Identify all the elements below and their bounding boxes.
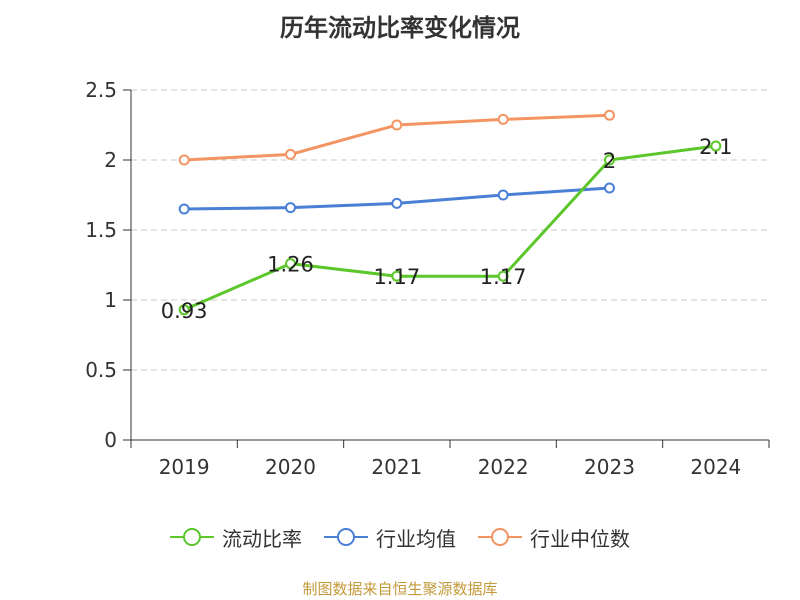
y-tick-label: 2.5 bbox=[85, 78, 117, 102]
data-point bbox=[497, 270, 509, 282]
chart-title: 历年流动比率变化情况 bbox=[280, 14, 520, 42]
data-point bbox=[497, 113, 509, 125]
legend-label-industry-mean: 行业均值 bbox=[376, 526, 456, 551]
data-point bbox=[604, 154, 615, 166]
x-tick-label: 2022 bbox=[478, 455, 529, 479]
legend-label-current-ratio: 流动比率 bbox=[222, 526, 302, 551]
legend-label-industry-median: 行业中位数 bbox=[530, 526, 630, 551]
data-point bbox=[285, 148, 296, 160]
x-tick-label: 2021 bbox=[371, 455, 422, 479]
data-point bbox=[178, 304, 190, 316]
line-chart: 0 0.5 1 1.5 2 2.5 2019 2020 2021 2022 2023 2024 0.93… bbox=[85, 78, 770, 479]
y-tick-label: 0.5 bbox=[85, 358, 117, 382]
data-label: 1.26 bbox=[267, 253, 314, 277]
data-point bbox=[391, 119, 403, 131]
series-line bbox=[183, 144, 717, 312]
data-point bbox=[178, 203, 190, 215]
y-tick-label: 1 bbox=[104, 288, 117, 312]
data-point bbox=[391, 197, 403, 209]
data-label: 1.17 bbox=[480, 265, 527, 289]
x-tick-label: 2020 bbox=[265, 455, 316, 479]
data-point bbox=[285, 202, 296, 214]
data-source-note: 制图数据来自恒生聚源数据库 bbox=[302, 580, 498, 598]
legend-marker-industry-median bbox=[478, 528, 522, 546]
data-label: 2 bbox=[603, 149, 616, 173]
y-tick-label: 0 bbox=[104, 428, 117, 452]
legend-item-industry-mean[interactable]: 行业均值 bbox=[324, 523, 456, 552]
x-tick-label: 2023 bbox=[584, 455, 635, 479]
data-label: 0.93 bbox=[161, 299, 208, 323]
data-point bbox=[710, 140, 722, 152]
data-label: 2.1 bbox=[699, 135, 732, 159]
data-point bbox=[178, 154, 190, 166]
y-tick-label: 2 bbox=[104, 148, 117, 172]
legend: 流动比率 行业均值 行业中位数 bbox=[0, 520, 800, 554]
data-label: 1.17 bbox=[373, 265, 420, 289]
legend-item-industry-median[interactable]: 行业中位数 bbox=[478, 523, 630, 552]
x-tick-label: 2024 bbox=[690, 455, 741, 479]
legend-marker-industry-mean bbox=[324, 528, 368, 546]
y-tick-label: 1.5 bbox=[85, 218, 117, 242]
legend-item-current-ratio[interactable]: 流动比率 bbox=[170, 523, 302, 552]
data-point bbox=[604, 109, 615, 121]
data-point bbox=[604, 182, 615, 194]
data-point bbox=[285, 258, 296, 270]
data-point bbox=[391, 270, 403, 282]
data-point bbox=[497, 189, 509, 201]
x-tick-label: 2019 bbox=[159, 455, 210, 479]
legend-marker-current-ratio bbox=[170, 528, 214, 546]
